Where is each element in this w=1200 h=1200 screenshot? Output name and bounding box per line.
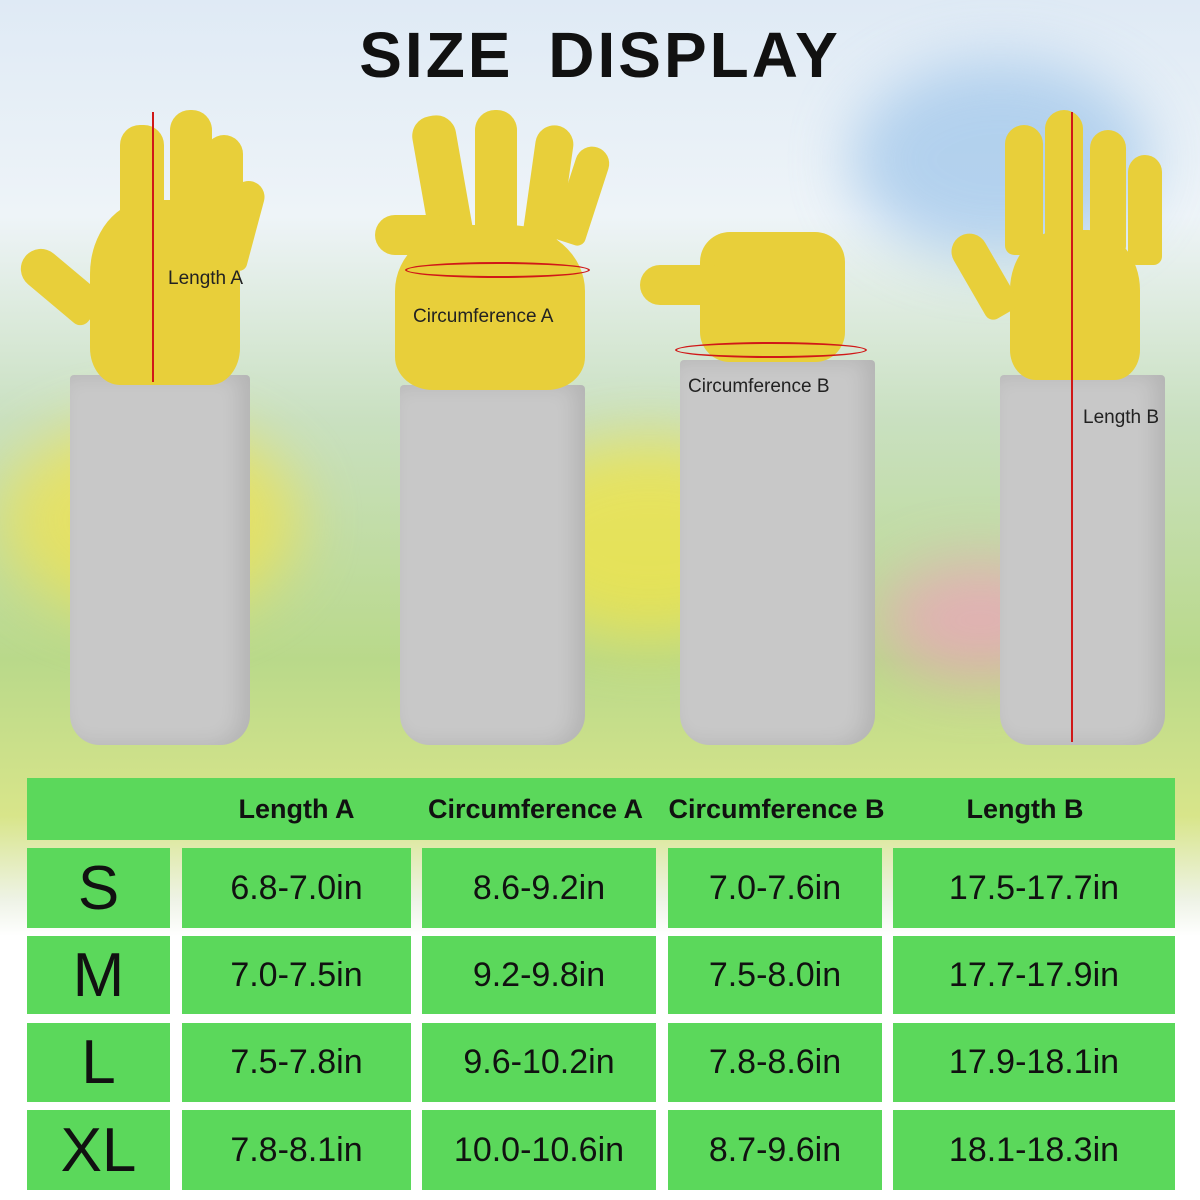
header-length-b: Length B <box>966 794 1084 824</box>
page-title: SIZE DISPLAY <box>359 19 841 91</box>
header-circumference-b: Circumference B <box>668 794 885 824</box>
table-cell: 17.7-17.9in <box>893 936 1175 1014</box>
table-cell: 17.9-18.1in <box>893 1023 1175 1102</box>
label-length-a: Length A <box>168 268 244 289</box>
table-cell: 7.5-7.8in <box>182 1023 411 1102</box>
table-cell: 8.7-9.6in <box>668 1110 882 1190</box>
table-cell: 17.5-17.7in <box>893 848 1175 928</box>
label-circumference-a: Circumference A <box>413 306 554 327</box>
table-cell: 7.5-8.0in <box>668 936 882 1014</box>
table-cell: 7.8-8.1in <box>182 1110 411 1190</box>
header-circumference-a: Circumference A <box>427 794 644 824</box>
table-cell: 18.1-18.3in <box>893 1110 1175 1190</box>
table-cell: 8.6-9.2in <box>422 848 656 928</box>
size-label: S <box>27 848 170 928</box>
header-length-a: Length A <box>238 794 355 824</box>
table-header-bar <box>27 778 1175 840</box>
size-label: XL <box>27 1110 170 1190</box>
table-cell: 10.0-10.6in <box>422 1110 656 1190</box>
table-cell: 6.8-7.0in <box>182 848 411 928</box>
table-cell: 7.0-7.6in <box>668 848 882 928</box>
label-length-b: Length B <box>1083 407 1160 428</box>
size-label: M <box>27 936 170 1014</box>
table-cell: 9.2-9.8in <box>422 936 656 1014</box>
label-circumference-b: Circumference B <box>688 376 830 397</box>
table-cell: 7.8-8.6in <box>668 1023 882 1102</box>
table-cell: 9.6-10.2in <box>422 1023 656 1102</box>
size-label: L <box>27 1023 170 1102</box>
table-cell: 7.0-7.5in <box>182 936 411 1014</box>
